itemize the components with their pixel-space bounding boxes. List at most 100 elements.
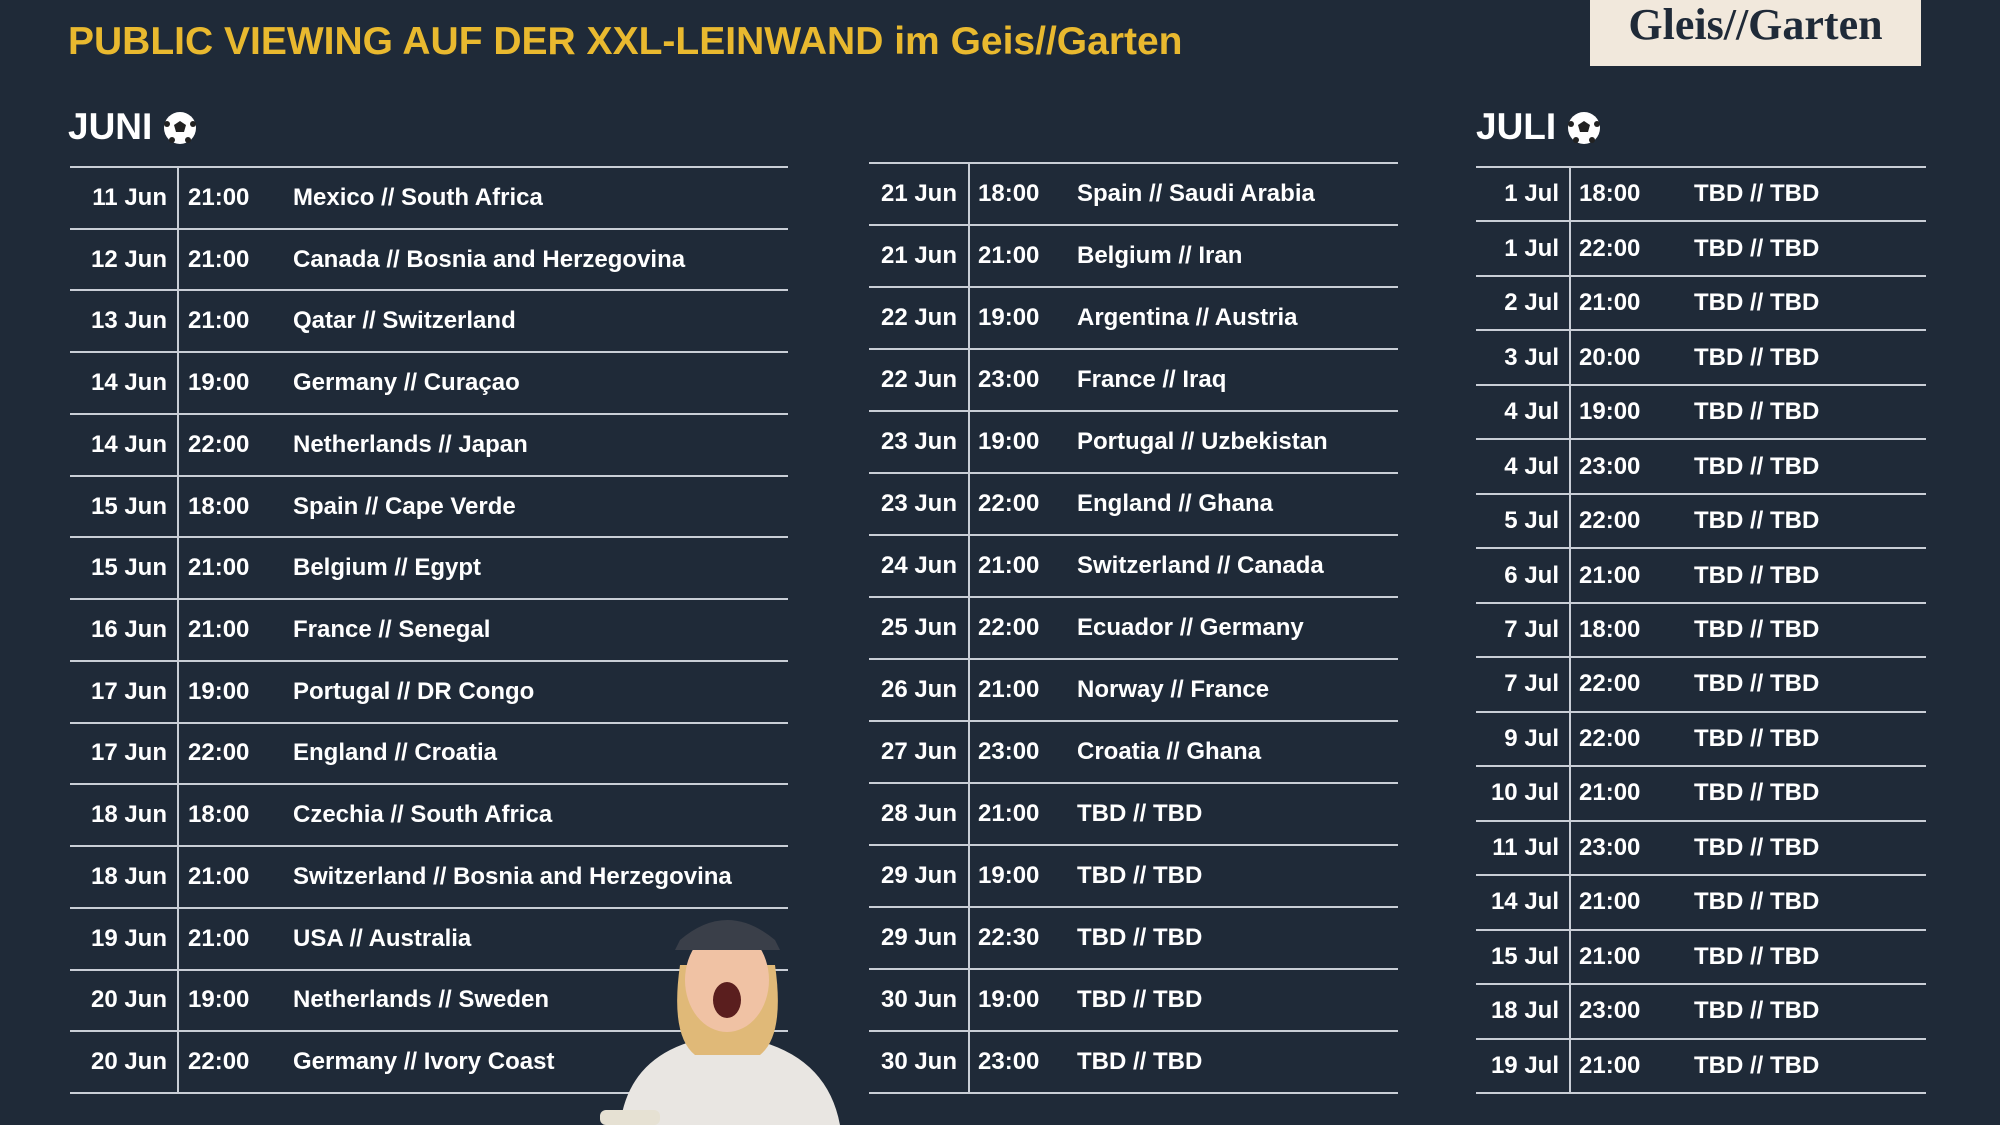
row-separator bbox=[70, 412, 788, 415]
match-teams: TBD // TBD bbox=[1077, 1048, 1203, 1075]
match-time: 22:00 bbox=[188, 739, 250, 767]
match-date: 19 Jul bbox=[1490, 1051, 1559, 1079]
row-separator bbox=[869, 224, 1398, 226]
match-date: 19 Jun bbox=[90, 924, 167, 952]
match-date: 25 Jun bbox=[880, 614, 957, 641]
row-separator bbox=[1476, 874, 1926, 877]
row-separator bbox=[869, 410, 1398, 412]
match-teams: France // Senegal bbox=[293, 616, 491, 643]
match-date: 28 Jun bbox=[880, 800, 957, 827]
match-date: 13 Jun bbox=[90, 307, 167, 335]
match-time: 21:00 bbox=[1579, 1051, 1641, 1079]
match-date: 14 Jun bbox=[90, 369, 167, 397]
row-separator bbox=[869, 348, 1398, 350]
match-time: 23:00 bbox=[1579, 833, 1641, 861]
row-separator bbox=[869, 1030, 1398, 1032]
football-icon bbox=[1568, 112, 1600, 144]
match-time: 21:00 bbox=[978, 242, 1040, 269]
match-time: 22:00 bbox=[1579, 507, 1641, 535]
row-separator bbox=[70, 598, 788, 601]
match-time: 23:00 bbox=[1579, 452, 1641, 480]
row-separator bbox=[1476, 220, 1926, 223]
match-date: 23 Jun bbox=[880, 490, 957, 517]
match-teams: TBD // TBD bbox=[1694, 670, 1820, 698]
match-date: 1 Jul bbox=[1504, 180, 1559, 208]
section-heading: JULI bbox=[1476, 106, 1557, 147]
row-separator bbox=[1476, 166, 1926, 168]
match-time: 21:00 bbox=[188, 924, 250, 952]
match-date: 1 Jul bbox=[1504, 234, 1559, 262]
match-teams: TBD // TBD bbox=[1694, 942, 1820, 970]
match-time: 21:00 bbox=[1579, 561, 1641, 589]
match-time: 20:00 bbox=[1579, 343, 1641, 371]
match-date: 17 Jun bbox=[90, 739, 167, 767]
row-separator bbox=[869, 658, 1398, 660]
match-teams: Mexico // South Africa bbox=[293, 183, 543, 211]
match-time: 22:00 bbox=[978, 490, 1040, 517]
match-teams: Switzerland // Canada bbox=[1077, 552, 1324, 579]
match-teams: TBD // TBD bbox=[1077, 986, 1203, 1013]
row-separator bbox=[70, 536, 788, 539]
match-teams: TBD // TBD bbox=[1694, 180, 1820, 208]
match-teams: Spain // Cape Verde bbox=[293, 492, 516, 520]
match-date: 12 Jun bbox=[90, 245, 167, 273]
match-time: 21:00 bbox=[1579, 942, 1641, 970]
row-separator bbox=[1476, 438, 1926, 441]
person-illustration bbox=[600, 920, 840, 1125]
match-time: 21:00 bbox=[188, 862, 250, 890]
match-date: 10 Jul bbox=[1490, 779, 1559, 807]
row-separator bbox=[869, 782, 1398, 784]
match-date: 22 Jun bbox=[880, 304, 957, 331]
match-teams: Portugal // Uzbekistan bbox=[1077, 428, 1328, 455]
section-heading: JUNI bbox=[68, 106, 153, 147]
match-time: 21:00 bbox=[188, 554, 250, 582]
match-date: 3 Jul bbox=[1504, 343, 1559, 371]
match-time: 21:00 bbox=[188, 616, 250, 643]
match-teams: TBD // TBD bbox=[1077, 924, 1203, 951]
row-separator bbox=[869, 286, 1398, 288]
match-teams: TBD // TBD bbox=[1694, 833, 1820, 861]
row-separator bbox=[70, 351, 788, 354]
match-date: 7 Jul bbox=[1504, 616, 1559, 643]
match-teams: Ecuador // Germany bbox=[1077, 614, 1304, 641]
match-time: 18:00 bbox=[1579, 180, 1641, 208]
match-teams: England // Ghana bbox=[1077, 490, 1274, 517]
column-divider bbox=[177, 167, 179, 1093]
match-date: 17 Jun bbox=[90, 677, 167, 705]
match-teams: TBD // TBD bbox=[1694, 724, 1820, 752]
match-date: 18 Jul bbox=[1490, 997, 1559, 1025]
match-date: 20 Jun bbox=[90, 1048, 167, 1076]
match-date: 24 Jun bbox=[880, 552, 957, 579]
match-date: 2 Jul bbox=[1504, 289, 1559, 317]
match-teams: TBD // TBD bbox=[1694, 888, 1820, 916]
match-teams: TBD // TBD bbox=[1694, 234, 1820, 262]
match-time: 22:30 bbox=[978, 924, 1040, 951]
row-separator bbox=[1476, 492, 1926, 495]
row-separator bbox=[1476, 765, 1926, 768]
match-date: 30 Jun bbox=[880, 1048, 957, 1075]
match-date: 21 Jun bbox=[880, 242, 957, 269]
match-date: 9 Jul bbox=[1504, 724, 1559, 752]
row-separator bbox=[70, 1092, 788, 1094]
row-separator bbox=[70, 721, 788, 724]
match-time: 21:00 bbox=[188, 183, 250, 211]
row-separator bbox=[70, 227, 788, 230]
row-separator bbox=[869, 906, 1398, 908]
match-teams: Canada // Bosnia and Herzegovina bbox=[293, 245, 686, 273]
row-separator bbox=[1476, 329, 1926, 332]
match-teams: TBD // TBD bbox=[1694, 452, 1820, 480]
match-time: 21:00 bbox=[978, 676, 1040, 703]
match-time: 21:00 bbox=[978, 552, 1040, 579]
row-separator bbox=[869, 162, 1398, 164]
row-separator bbox=[70, 474, 788, 477]
match-teams: Argentina // Austria bbox=[1077, 304, 1298, 331]
match-date: 4 Jul bbox=[1504, 398, 1559, 426]
match-time: 22:00 bbox=[978, 614, 1040, 641]
match-teams: Belgium // Egypt bbox=[293, 554, 482, 582]
column-divider bbox=[968, 163, 970, 1093]
match-teams: TBD // TBD bbox=[1077, 800, 1203, 827]
match-time: 19:00 bbox=[1579, 398, 1641, 426]
row-separator bbox=[1476, 656, 1926, 659]
row-separator bbox=[70, 968, 788, 971]
